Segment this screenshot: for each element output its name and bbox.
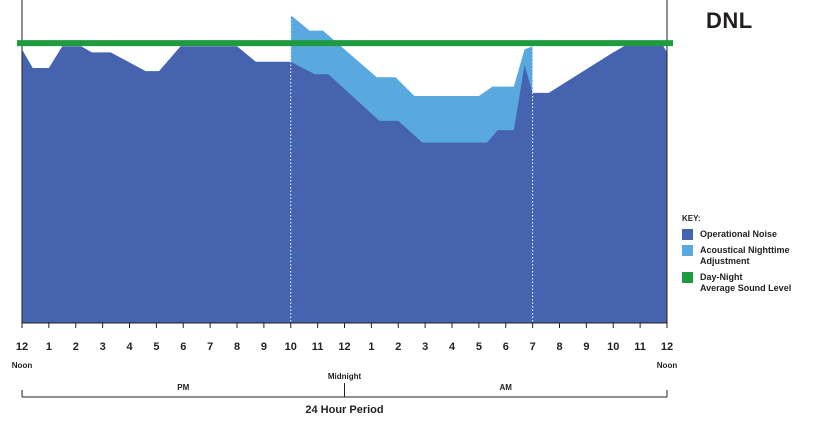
x-tick-label: 11 (634, 341, 646, 353)
legend: KEY: Operational Noise Acoustical Nightt… (682, 214, 820, 299)
x-tick-label: 2 (395, 341, 401, 353)
x-axis-title: 24 Hour Period (305, 404, 383, 416)
x-tick-label: 7 (530, 341, 536, 353)
legend-label-line: Operational Noise (700, 229, 777, 240)
x-tick-label: 1 (46, 341, 52, 353)
legend-label-line: Average Sound Level (700, 283, 791, 294)
legend-swatch-nighttime-adjustment (682, 245, 693, 256)
legend-label-line: Day-Night (700, 272, 791, 283)
legend-heading: KEY: (682, 214, 820, 223)
x-marker-label: Noon (657, 361, 678, 370)
legend-swatch-dnl (682, 272, 693, 283)
x-tick-label: 4 (449, 341, 456, 353)
legend-label-line: Adjustment (700, 256, 790, 267)
x-tick-label: 8 (556, 341, 562, 353)
x-tick-label: 8 (234, 341, 240, 353)
legend-label-dnl: Day-Night Average Sound Level (700, 272, 791, 294)
x-tick-label: 3 (422, 341, 428, 353)
legend-label-operational-noise: Operational Noise (700, 229, 777, 240)
legend-swatch-operational-noise (682, 229, 693, 240)
x-tick-label: 10 (607, 341, 619, 353)
x-tick-label: 9 (583, 341, 589, 353)
x-tick-label: 5 (153, 341, 159, 353)
x-tick-label: 11 (312, 341, 324, 353)
legend-label-line: Acoustical Nighttime (700, 245, 790, 256)
x-tick-label: 4 (126, 341, 133, 353)
x-tick-label: 9 (261, 341, 267, 353)
legend-item-nighttime-adjustment: Acoustical Nighttime Adjustment (682, 245, 820, 267)
x-tick-label: 6 (503, 341, 509, 353)
x-tick-label: 10 (285, 341, 297, 353)
x-tick-label: 12 (338, 341, 350, 353)
x-tick-label: 2 (73, 341, 79, 353)
x-tick-label: 3 (100, 341, 106, 353)
x-tick-label: 6 (180, 341, 186, 353)
x-tick-label: 7 (207, 341, 213, 353)
legend-item-operational-noise: Operational Noise (682, 229, 820, 240)
period-label: AM (500, 383, 513, 392)
legend-item-dnl: Day-Night Average Sound Level (682, 272, 820, 294)
legend-label-nighttime-adjustment: Acoustical Nighttime Adjustment (700, 245, 790, 267)
x-tick-label: 1 (368, 341, 374, 353)
x-tick-label: 5 (476, 341, 482, 353)
period-label: PM (177, 383, 189, 392)
x-tick-label: 12 (16, 341, 28, 353)
x-tick-label: 12 (661, 341, 673, 353)
x-marker-label: Noon (12, 361, 33, 370)
page-title: DNL (706, 8, 786, 34)
x-marker-label: Midnight (328, 372, 362, 381)
